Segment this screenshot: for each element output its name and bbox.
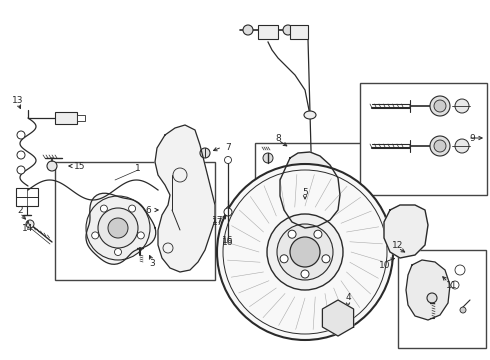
Circle shape [455, 139, 469, 153]
Circle shape [294, 174, 300, 180]
Circle shape [224, 157, 231, 163]
Bar [258, 25, 278, 39]
Circle shape [47, 161, 57, 171]
Circle shape [301, 270, 309, 278]
Circle shape [17, 166, 25, 174]
Circle shape [86, 196, 150, 260]
Circle shape [451, 281, 459, 289]
Circle shape [290, 237, 320, 267]
Polygon shape [322, 300, 354, 336]
Text: 3: 3 [149, 260, 155, 269]
Text: 9: 9 [469, 134, 475, 143]
Circle shape [314, 230, 322, 238]
Text: 14: 14 [23, 224, 34, 233]
Circle shape [115, 248, 122, 256]
Polygon shape [406, 260, 450, 320]
Text: 16: 16 [222, 238, 234, 247]
Circle shape [26, 220, 34, 228]
Circle shape [455, 265, 465, 275]
Text: 16: 16 [222, 235, 234, 244]
Bar [55, 162, 215, 280]
Text: 11: 11 [446, 280, 458, 289]
Circle shape [430, 136, 450, 156]
Bar [290, 25, 308, 39]
Circle shape [243, 25, 253, 35]
Circle shape [455, 99, 469, 113]
Circle shape [137, 232, 145, 239]
Polygon shape [155, 125, 215, 272]
Text: 5: 5 [302, 188, 308, 197]
Text: 12: 12 [392, 240, 404, 249]
Polygon shape [384, 205, 428, 258]
Text: 2: 2 [17, 206, 23, 215]
Circle shape [108, 218, 128, 238]
Text: 1: 1 [135, 163, 141, 172]
Text: 15: 15 [74, 162, 86, 171]
Bar [16, 188, 38, 206]
Circle shape [288, 230, 296, 238]
Circle shape [261, 226, 269, 234]
Bar [360, 83, 487, 195]
Circle shape [100, 205, 107, 212]
Polygon shape [280, 152, 340, 228]
Circle shape [285, 165, 335, 215]
Circle shape [302, 182, 318, 198]
Text: 8: 8 [275, 134, 281, 143]
Circle shape [263, 153, 273, 163]
Circle shape [98, 208, 138, 248]
Circle shape [280, 255, 288, 263]
Bar [77, 115, 85, 121]
Circle shape [294, 200, 300, 206]
Text: 10: 10 [379, 261, 391, 270]
Circle shape [460, 307, 466, 313]
Circle shape [200, 148, 210, 158]
Text: 13: 13 [12, 95, 24, 104]
Bar [255, 143, 372, 255]
Circle shape [434, 100, 446, 112]
Text: 7: 7 [225, 143, 231, 152]
Text: 17: 17 [212, 217, 224, 226]
Circle shape [427, 293, 437, 303]
Circle shape [217, 164, 393, 340]
Text: 6: 6 [145, 206, 151, 215]
Circle shape [277, 224, 333, 280]
Circle shape [320, 174, 326, 180]
Circle shape [283, 25, 293, 35]
Bar [398, 250, 486, 348]
Circle shape [333, 313, 343, 323]
Circle shape [322, 255, 330, 263]
Circle shape [430, 96, 450, 116]
Circle shape [17, 131, 25, 139]
Circle shape [434, 140, 446, 152]
Circle shape [328, 308, 348, 328]
Polygon shape [86, 193, 156, 264]
Circle shape [224, 208, 232, 216]
Circle shape [320, 200, 326, 206]
Circle shape [17, 151, 25, 159]
Circle shape [294, 174, 326, 206]
Circle shape [92, 232, 98, 239]
Text: 4: 4 [345, 293, 351, 302]
Circle shape [226, 206, 234, 214]
Bar [55, 112, 77, 124]
Text: 17: 17 [212, 216, 224, 225]
Circle shape [267, 214, 343, 290]
Ellipse shape [304, 111, 316, 119]
Circle shape [128, 205, 136, 212]
